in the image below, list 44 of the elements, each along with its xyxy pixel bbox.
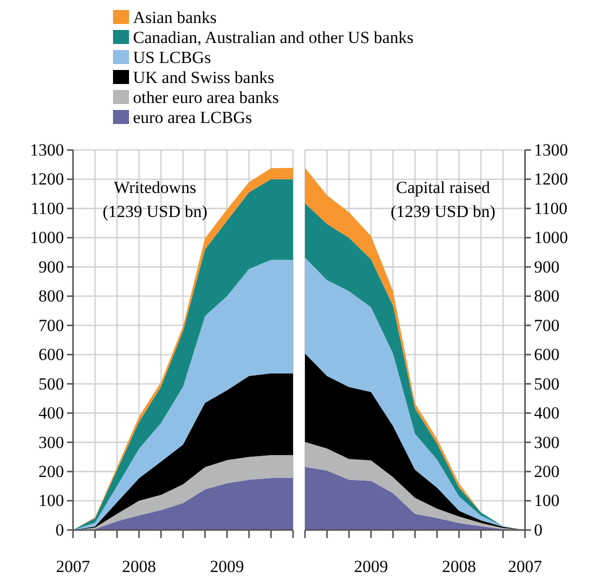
- y-tick-label: 600: [534, 345, 560, 364]
- y-tick-label: 1100: [30, 198, 64, 218]
- y-tick-label: 1000: [534, 228, 568, 248]
- legend-label: Canadian, Australian and other US banks: [133, 28, 414, 47]
- y-tick-label: 1200: [30, 170, 64, 189]
- x-tick-label: 2008: [122, 557, 156, 576]
- y-tick-label: 200: [534, 462, 560, 481]
- y-tick-label: 600: [38, 345, 64, 364]
- y-tick-label: 900: [38, 257, 64, 276]
- x-tick-label: 2007: [508, 557, 542, 576]
- y-tick-label: 1300: [30, 140, 64, 160]
- legend-label: US LCBGs: [133, 48, 211, 67]
- y-tick-label: 0: [56, 520, 64, 540]
- y-tick-label: 1100: [534, 198, 568, 218]
- legend-label: euro area LCBGs: [133, 108, 252, 127]
- y-tick-label: 900: [534, 257, 560, 276]
- legend-label: other euro area banks: [133, 88, 279, 107]
- legend-label: Asian banks: [133, 8, 217, 27]
- y-tick-label: 100: [534, 491, 560, 510]
- y-tick-label: 700: [534, 316, 560, 335]
- x-tick-label: 2007: [56, 557, 90, 576]
- text: Capital raised: [396, 178, 490, 197]
- y-tick-label: 500: [534, 374, 560, 394]
- x-tick-label: 2008: [442, 557, 476, 576]
- y-tick-label: 800: [38, 286, 64, 306]
- legend-label: UK and Swiss banks: [133, 68, 274, 87]
- y-tick-label: 400: [534, 404, 560, 423]
- text: Writedowns: [114, 178, 196, 197]
- y-tick-label: 500: [38, 374, 64, 394]
- y-tick-label: 400: [38, 404, 64, 423]
- y-tick-label: 300: [38, 432, 64, 452]
- y-tick-label: 800: [534, 286, 560, 306]
- y-tick-label: 100: [38, 491, 64, 510]
- y-tick-label: 0: [534, 520, 542, 540]
- y-tick-label: 1200: [534, 170, 568, 189]
- y-tick-label: 1300: [534, 140, 568, 160]
- y-tick-label: 200: [38, 462, 64, 481]
- text: (1239 USD bn): [102, 202, 208, 221]
- y-tick-label: 300: [534, 432, 560, 452]
- x-tick-label: 2009: [354, 557, 388, 576]
- x-tick-label: 2009: [210, 557, 244, 576]
- y-tick-label: 700: [38, 316, 64, 335]
- text: (1239 USD bn): [390, 202, 496, 221]
- y-tick-label: 1000: [30, 228, 64, 248]
